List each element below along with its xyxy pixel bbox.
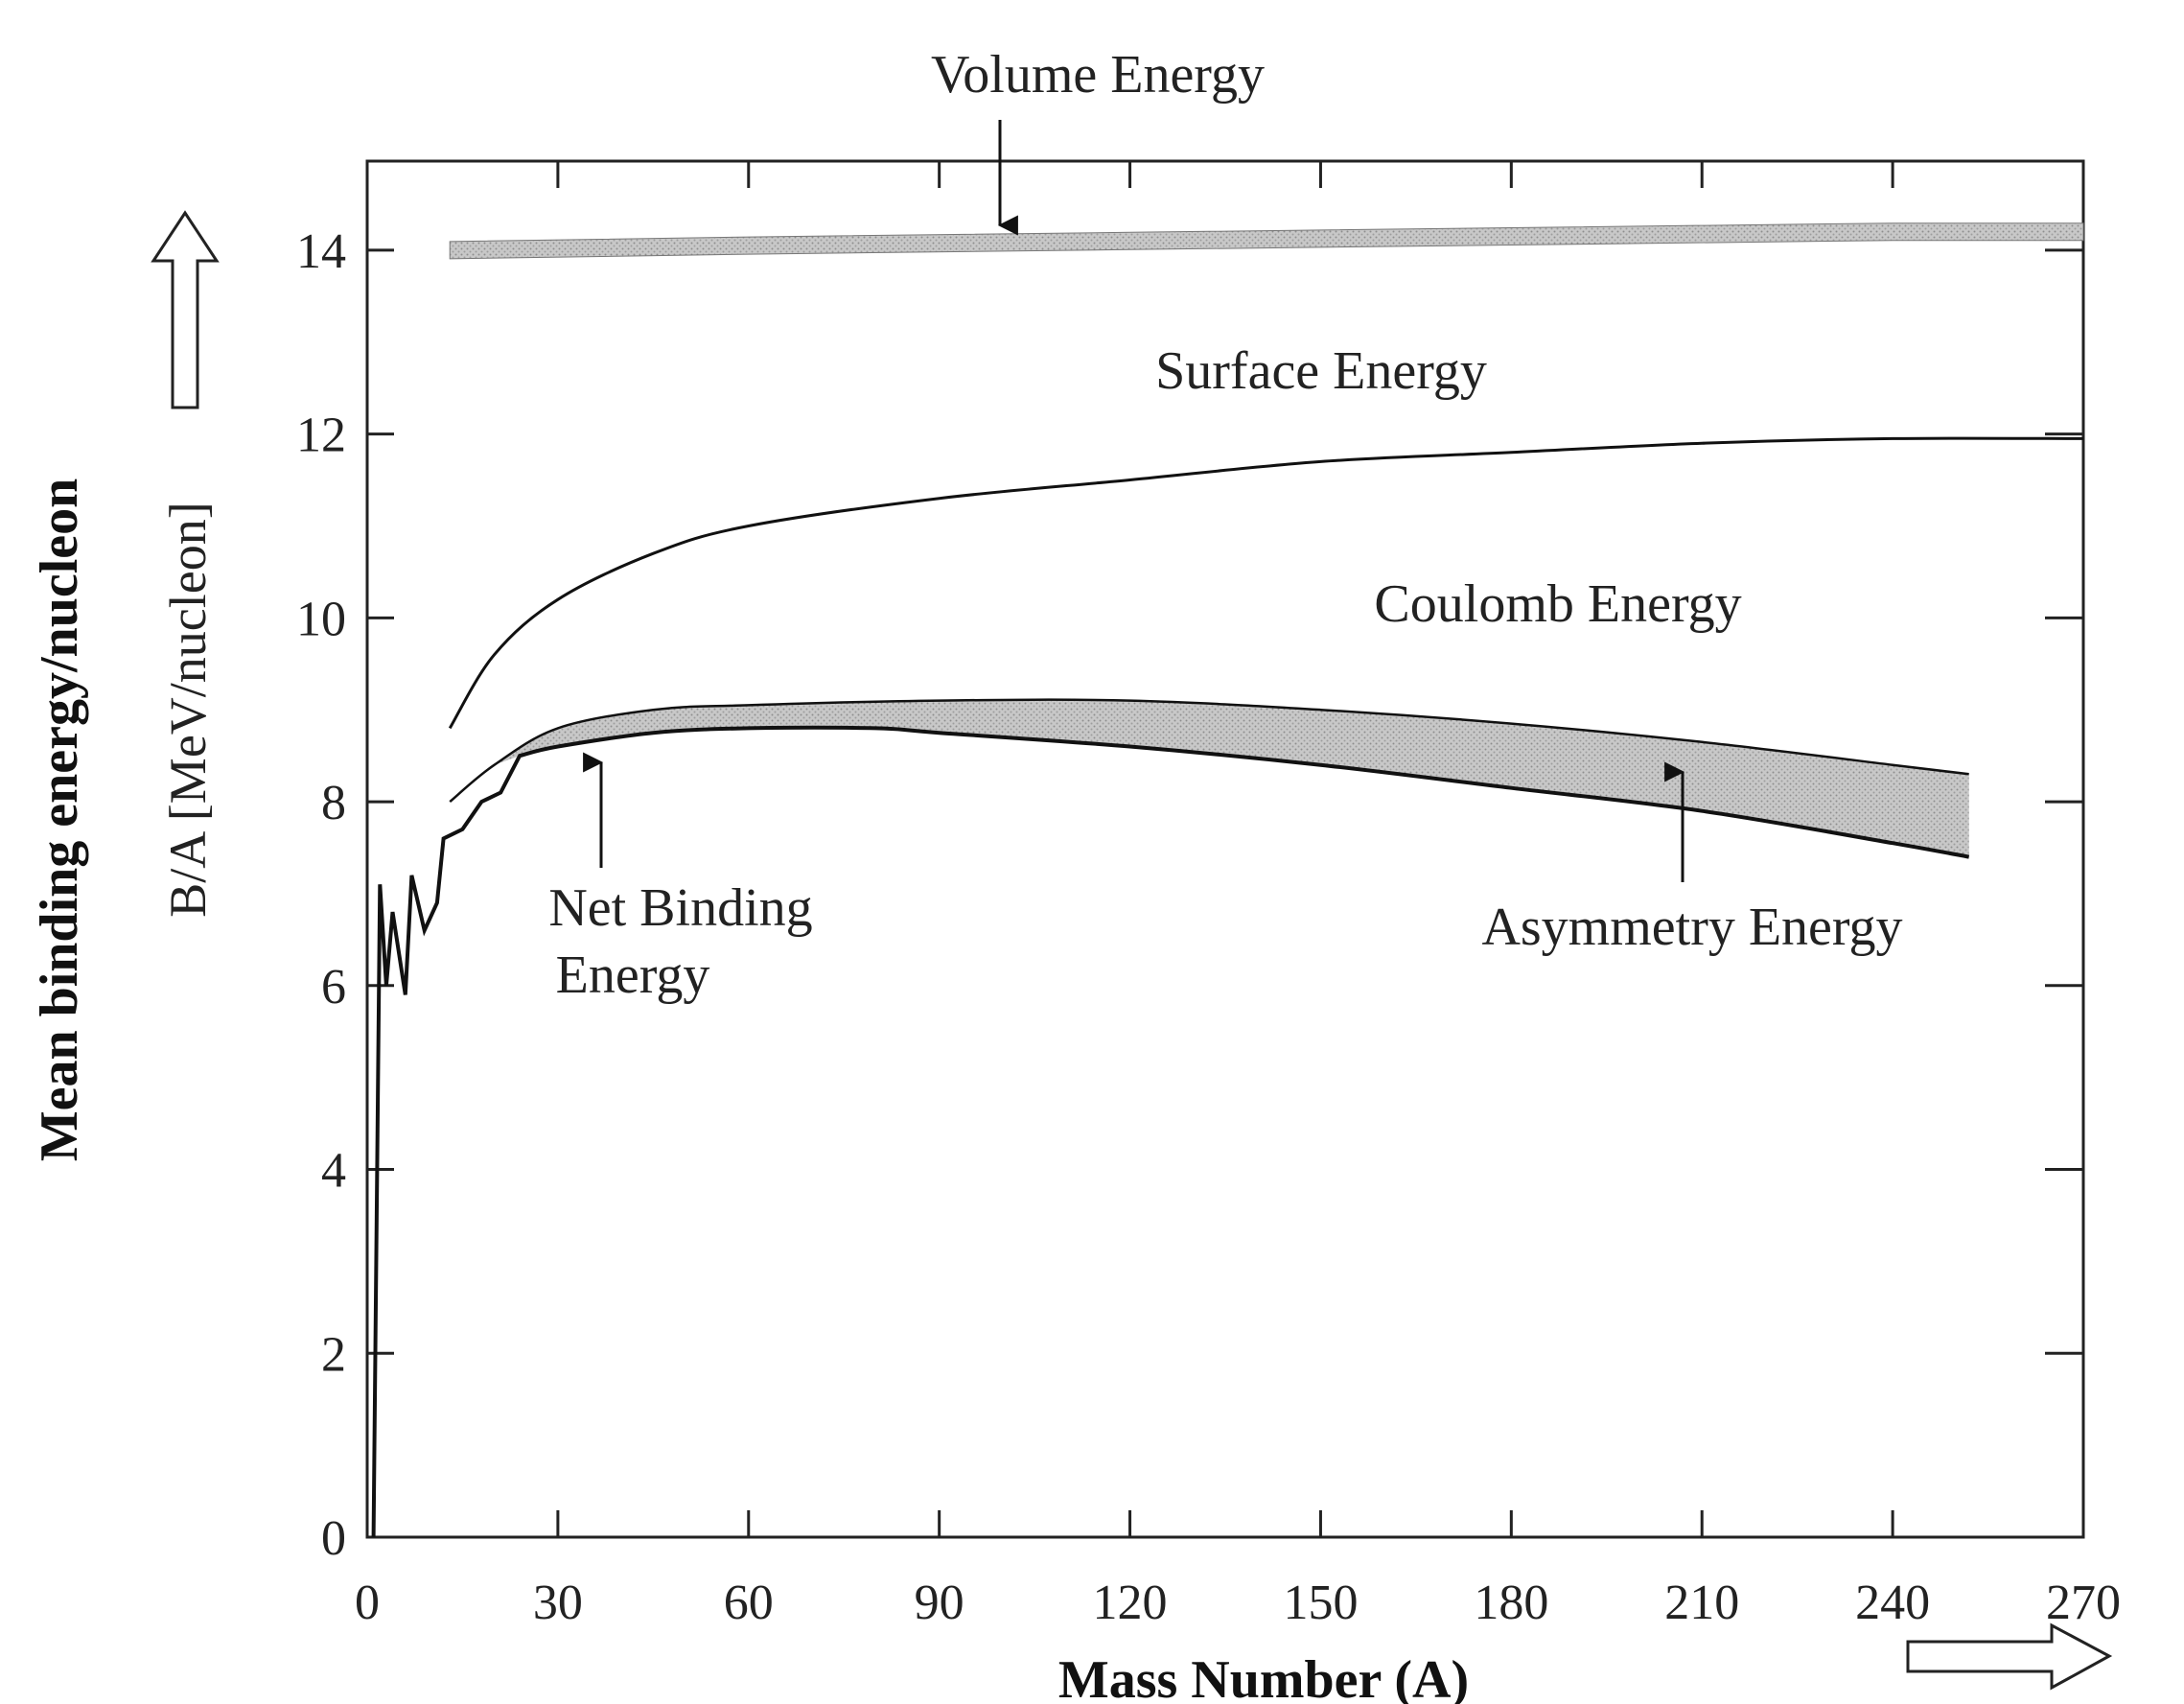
x-tick-label: 210 <box>1664 1576 1739 1630</box>
annotation-net-binding: Net Binding <box>548 878 812 938</box>
y-tick-label: 10 <box>296 592 346 646</box>
x-tick-label: 120 <box>1093 1576 1168 1630</box>
x-tick-label: 180 <box>1474 1576 1548 1630</box>
x-tick-label: 90 <box>915 1576 964 1630</box>
x-tick-label: 0 <box>355 1576 380 1630</box>
series-line-asymmetry-energy <box>449 698 1969 804</box>
x-axis-tick-labels: 0 30 60 90 120 150 180 210 240 270 <box>355 1576 2121 1630</box>
x-tick-label: 30 <box>533 1576 583 1630</box>
annotation-coulomb-energy: Coulomb Energy <box>1374 574 1741 634</box>
volume-energy-band <box>449 222 2084 260</box>
y-tick-label: 2 <box>321 1327 346 1382</box>
annotation-surface-energy: Surface Energy <box>1155 341 1487 401</box>
asymmetry-energy-band <box>494 699 1969 857</box>
series-line-coulomb-energy <box>448 436 2084 730</box>
y-tick-label: 12 <box>296 408 346 463</box>
plot-frame <box>365 159 2085 1539</box>
series-line-net-binding-energy <box>371 725 1970 1538</box>
y-tick-label: 4 <box>321 1144 346 1199</box>
y-tick-label: 8 <box>321 776 346 830</box>
x-tick-label: 270 <box>2046 1576 2121 1630</box>
y-tick-label: 0 <box>321 1511 346 1566</box>
y-tick-label: 14 <box>296 224 346 279</box>
y-tick-label: 6 <box>321 960 346 1015</box>
x-direction-arrow-icon <box>1906 1622 2113 1691</box>
x-axis-ticks <box>556 161 1894 1537</box>
x-tick-label: 60 <box>724 1576 774 1630</box>
x-tick-label: 240 <box>1855 1576 1930 1630</box>
annotation-net-binding-energy: Energy <box>556 945 710 1005</box>
y-axis-title: Mean binding energy/nucleon <box>30 479 89 1162</box>
x-tick-label: 150 <box>1283 1576 1358 1630</box>
y-axis-unit-label: B/A [MeV/nucleon] <box>159 502 217 917</box>
annotation-volume-energy: Volume Energy <box>931 45 1265 105</box>
y-direction-arrow-icon <box>151 210 220 409</box>
annotation-asymmetry-energy: Asymmetry Energy <box>1481 898 1902 957</box>
x-axis-title: Mass Number (A) <box>1058 1650 1469 1704</box>
y-axis-tick-labels: 0 2 4 6 8 10 12 14 <box>296 224 346 1566</box>
